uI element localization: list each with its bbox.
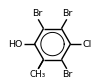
Text: Br: Br xyxy=(62,70,73,79)
Text: Cl: Cl xyxy=(83,40,92,49)
Text: HO: HO xyxy=(8,40,22,49)
Text: CH₃: CH₃ xyxy=(29,71,46,79)
Text: Br: Br xyxy=(32,9,43,18)
Text: Br: Br xyxy=(62,9,73,18)
